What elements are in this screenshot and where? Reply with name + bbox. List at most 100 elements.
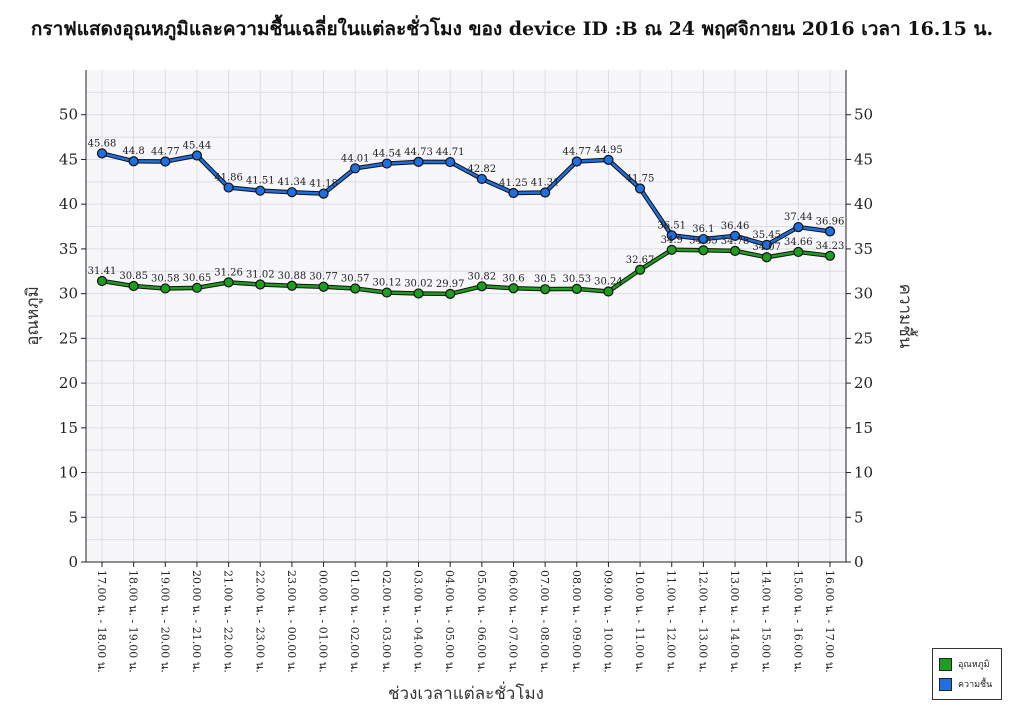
x-tick-label: 00.00 น. - 01.00 น. bbox=[317, 570, 330, 673]
x-tick-label: 17.00 น. - 18.00 น. bbox=[95, 570, 108, 673]
x-tick-label: 12.00 น. - 13.00 น. bbox=[696, 570, 709, 673]
y-tick-label-right: 40 bbox=[854, 195, 873, 213]
legend-item-temperature: อุณหภูมิ bbox=[939, 654, 995, 674]
data-label: 34.85 bbox=[689, 235, 718, 246]
data-label: 41.34 bbox=[278, 177, 307, 188]
data-label: 31.02 bbox=[246, 270, 275, 281]
x-tick-label: 08.00 น. - 09.00 น. bbox=[570, 570, 583, 673]
data-label: 34.78 bbox=[721, 236, 750, 247]
data-point bbox=[824, 226, 836, 237]
y-tick-label-right: 10 bbox=[854, 464, 873, 482]
series-line bbox=[101, 152, 831, 247]
x-tick-label: 07.00 น. - 08.00 น. bbox=[538, 570, 551, 673]
data-label: 32.67 bbox=[626, 255, 655, 266]
data-label: 34.9 bbox=[661, 235, 683, 246]
data-point bbox=[318, 188, 329, 199]
data-label: 34.07 bbox=[752, 242, 781, 253]
data-point bbox=[666, 230, 677, 241]
data-point bbox=[445, 156, 456, 168]
x-tick-label: 18.00 น. - 19.00 น. bbox=[127, 570, 140, 673]
data-point bbox=[350, 283, 361, 294]
data-label: 30.6 bbox=[502, 273, 524, 284]
y-axis-left-ticks: 0 5 10 15 20 25 30 35 40 45 50 bbox=[59, 106, 86, 571]
x-tick-label: 21.00 น. - 22.00 น. bbox=[222, 570, 235, 673]
x-tick-label: 02.00 น. - 03.00 น. bbox=[380, 570, 393, 673]
x-axis-ticks: 17.00 น. - 18.00 น. 18.00 น. - 19.00 น. 19… bbox=[95, 562, 836, 673]
y-tick-label-right: 15 bbox=[854, 419, 873, 437]
axes bbox=[85, 70, 847, 563]
data-label: 31.26 bbox=[214, 267, 243, 278]
y-tick-label-right: 30 bbox=[854, 285, 873, 303]
data-point bbox=[634, 183, 646, 194]
data-label: 37.44 bbox=[784, 212, 813, 223]
y-tick-label-left: 45 bbox=[59, 150, 78, 168]
data-point bbox=[793, 221, 804, 233]
data-label: 44.77 bbox=[562, 147, 591, 158]
x-tick-label: 11.00 น. - 12.00 น. bbox=[665, 570, 678, 673]
data-point bbox=[540, 284, 551, 295]
data-point bbox=[191, 282, 203, 293]
data-point bbox=[318, 281, 329, 292]
data-point bbox=[476, 281, 487, 292]
data-label: 30.02 bbox=[404, 278, 433, 289]
y-tick-label-left: 30 bbox=[59, 285, 78, 303]
data-label: 30.53 bbox=[562, 274, 591, 285]
data-point bbox=[286, 280, 298, 291]
data-point bbox=[603, 154, 614, 166]
data-label: 31.41 bbox=[88, 266, 117, 277]
data-point bbox=[729, 245, 741, 256]
y-tick-label-right: 35 bbox=[854, 240, 873, 258]
x-tick-label: 03.00 น. - 04.00 น. bbox=[412, 570, 425, 673]
data-label: 44.01 bbox=[341, 153, 370, 164]
data-point bbox=[698, 233, 709, 245]
data-label: 30.65 bbox=[183, 273, 212, 284]
x-tick-label: 20.00 น. - 21.00 น. bbox=[190, 570, 203, 673]
data-labels: 31.41 30.85 30.58 30.65 31.26 31.02 30.88 30.77… bbox=[88, 138, 845, 290]
data-label: 34.66 bbox=[784, 237, 813, 248]
x-tick-label: 14.00 น. - 15.00 น. bbox=[760, 570, 773, 673]
y-tick-label-left: 0 bbox=[68, 553, 78, 571]
data-label: 30.5 bbox=[534, 274, 556, 285]
data-label: 41.86 bbox=[214, 173, 243, 184]
data-label: 36.51 bbox=[657, 220, 686, 231]
legend-swatch-temperature bbox=[939, 657, 952, 671]
y-tick-label-right: 50 bbox=[854, 106, 873, 124]
data-label: 41.31 bbox=[531, 177, 560, 188]
series-line bbox=[101, 248, 831, 296]
y-tick-label-left: 50 bbox=[59, 106, 78, 124]
legend-label-temperature: อุณหภูมิ bbox=[958, 660, 990, 670]
data-label: 44.71 bbox=[436, 147, 465, 158]
data-point bbox=[255, 185, 266, 196]
x-tick-label: 15.00 น. - 16.00 น. bbox=[791, 570, 804, 673]
data-point bbox=[603, 286, 614, 297]
data-label: 30.88 bbox=[278, 271, 307, 282]
data-point bbox=[381, 287, 392, 298]
data-point bbox=[571, 283, 582, 294]
data-point bbox=[160, 283, 171, 294]
data-label: 30.82 bbox=[468, 271, 497, 282]
data-label: 41.25 bbox=[499, 178, 528, 189]
data-point bbox=[793, 246, 804, 258]
data-point bbox=[476, 173, 487, 185]
x-tick-label: 23.00 น. - 00.00 น. bbox=[285, 570, 298, 673]
data-label: 30.58 bbox=[151, 273, 180, 284]
data-label: 45.68 bbox=[88, 138, 117, 149]
data-point bbox=[413, 288, 424, 299]
data-point bbox=[698, 245, 709, 256]
data-label: 44.73 bbox=[404, 147, 433, 158]
legend-swatch-humidity bbox=[939, 677, 952, 691]
data-point bbox=[571, 156, 582, 167]
x-tick-label: 13.00 น. - 14.00 น. bbox=[728, 570, 741, 673]
data-point bbox=[381, 158, 392, 169]
data-label: 36.1 bbox=[692, 224, 714, 235]
x-tick-label: 09.00 น. - 10.00 น. bbox=[601, 570, 614, 673]
y-tick-label-right: 25 bbox=[854, 329, 873, 347]
data-point bbox=[540, 187, 551, 198]
y-tick-label-left: 20 bbox=[59, 374, 78, 392]
data-label: 44.54 bbox=[373, 149, 402, 160]
x-tick-label: 04.00 น. - 05.00 น. bbox=[443, 570, 456, 673]
data-label: 44.95 bbox=[594, 145, 623, 156]
data-point bbox=[508, 283, 519, 294]
data-label: 41.51 bbox=[246, 176, 275, 187]
data-point bbox=[160, 156, 171, 167]
